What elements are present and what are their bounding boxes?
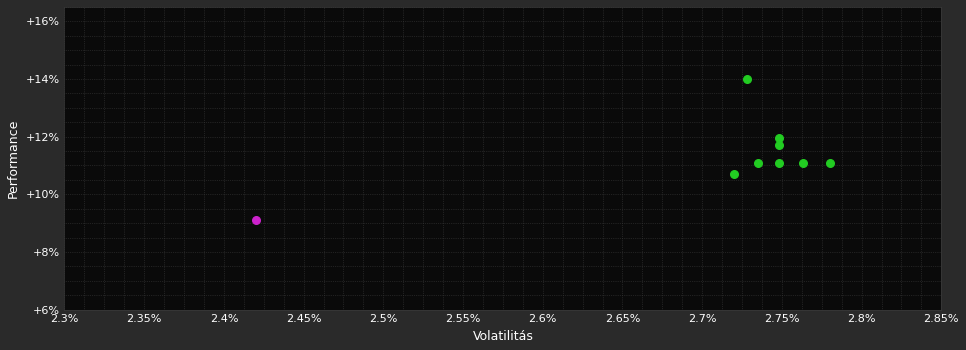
Point [726, 172, 742, 177]
Point [771, 160, 786, 166]
Point [248, 217, 264, 223]
Point [739, 76, 754, 82]
Point [822, 160, 838, 166]
Point [771, 142, 786, 148]
Point [771, 135, 786, 141]
Point [795, 160, 810, 166]
Y-axis label: Performance: Performance [7, 119, 20, 198]
X-axis label: Volatilitás: Volatilitás [472, 330, 533, 343]
Point [751, 160, 766, 166]
